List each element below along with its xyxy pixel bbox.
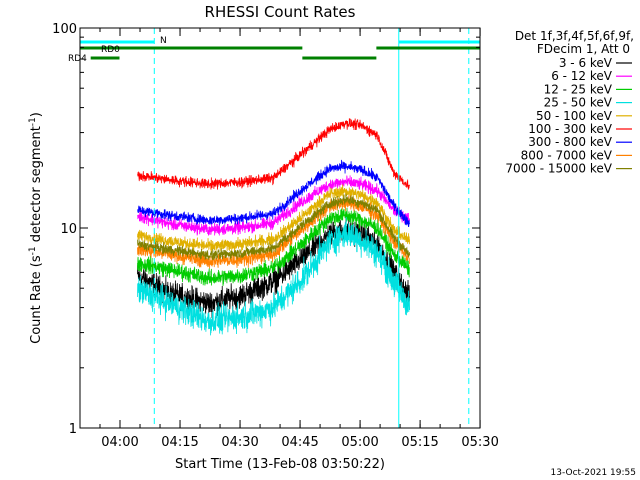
flag-label-rd0: RD0 (101, 45, 120, 55)
flag-label-rd4: RD4 (68, 54, 87, 64)
y-tick-label-3: 100 (52, 22, 77, 37)
legend-header-line-1: Det 1f,3f,4f,5f,6f,9f, (515, 29, 634, 43)
legend-label-3: 12 - 25 keV (544, 82, 613, 96)
y-axis-label-end: ) (29, 112, 44, 117)
x-tick-label-4: 04:45 (281, 435, 318, 450)
legend-label-8: 800 - 7000 keV (521, 148, 613, 162)
legend-label-6: 100 - 300 keV (528, 122, 612, 136)
chart-title: RHESSI Count Rates (205, 3, 356, 21)
y-axis-label-main: Count Rate (s (29, 255, 44, 344)
y-tick-label-1: 1 (69, 422, 77, 437)
series-layer (137, 118, 410, 336)
plot-frame (79, 27, 481, 429)
legend-header-line-2: FDecim 1, Att 0 (537, 42, 630, 56)
series-line-4 (137, 216, 410, 336)
x-tick-label-3: 04:30 (221, 435, 258, 450)
series-line-3 (137, 207, 410, 286)
x-tick-label-2: 04:15 (161, 435, 198, 450)
legend-label-4: 25 - 50 keV (544, 96, 613, 110)
x-axis-label: Start Time (13-Feb-08 03:50:22) (175, 457, 385, 472)
legend-label-5: 50 - 100 keV (536, 109, 613, 123)
x-tick-label-6: 05:15 (401, 435, 438, 450)
series-line-9 (137, 193, 410, 261)
y-axis-label: Count Rate (s-1 detector segment-1) (28, 112, 44, 344)
x-tick-label-7: 05:30 (461, 435, 498, 450)
series-line-2 (137, 175, 410, 236)
legend-label-1: 3 - 6 keV (559, 56, 613, 70)
series-line-6 (137, 118, 410, 190)
y-axis-label-sup1: -1 (28, 246, 38, 255)
x-tick-label-1: 04:00 (101, 435, 138, 450)
legend: Det 1f,3f,4f,5f,6f,9f, FDecim 1, Att 0 3… (505, 29, 634, 176)
flag-layer: N RD0 RD4 (68, 28, 480, 428)
series-line-7 (137, 159, 410, 227)
timestamp: 13-Oct-2021 19:55 (551, 468, 636, 478)
series-line-5 (137, 184, 410, 253)
legend-label-7: 300 - 800 keV (528, 135, 612, 149)
flag-label-n: N (160, 36, 167, 46)
axis-layer: 04:00 04:15 04:30 04:45 05:00 05:15 05:30 1 10 10… (52, 22, 499, 450)
legend-label-9: 7000 - 15000 keV (505, 162, 612, 176)
y-axis-label-mid: detector segment (29, 126, 44, 246)
x-tick-label-5: 05:00 (341, 435, 378, 450)
legend-label-2: 6 - 12 keV (551, 69, 613, 83)
y-tick-label-2: 10 (60, 222, 77, 237)
y-axis-label-sup2: -1 (28, 117, 38, 126)
